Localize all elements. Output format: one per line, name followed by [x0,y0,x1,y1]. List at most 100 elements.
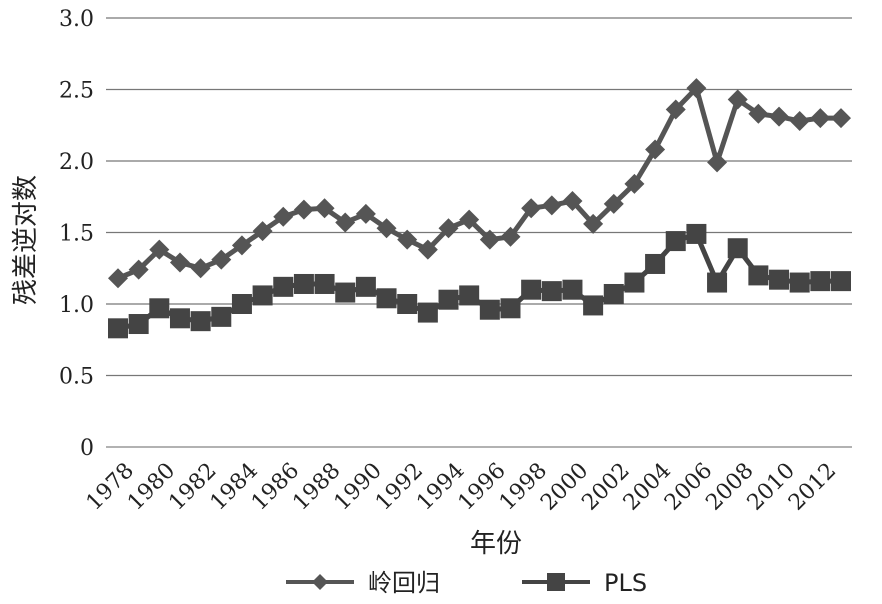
x-tick-label: 2004 [619,458,676,515]
x-tick-label: 1980 [123,458,180,515]
data-point-square [128,314,149,335]
data-point-square [355,276,376,297]
data-point-diamond [211,249,232,270]
x-tick-label: 2000 [536,458,593,515]
data-point-diamond [252,221,273,242]
data-point-diamond [355,203,376,224]
x-tick-label: 1982 [164,458,221,515]
legend-item-ridge: 岭回归 [286,569,440,597]
data-point-square [149,298,170,319]
data-point-square [707,272,728,293]
x-axis-label: 年份 [470,529,522,559]
x-tick-label: 2008 [701,458,758,515]
data-point-diamond [438,218,459,239]
data-point-square [459,285,480,306]
data-point-diamond [562,191,583,212]
data-point-diamond [293,199,314,220]
data-point-square [376,288,397,309]
x-tick-label: 2006 [660,458,717,515]
data-point-square [541,281,562,302]
data-point-square [665,231,686,252]
data-point-diamond [583,213,604,234]
data-point-diamond [727,89,748,110]
y-tick-labels: 0 0.5 1.0 1.5 2.0 2.5 3.0 [59,7,94,461]
data-point-square [231,294,252,314]
data-point-square [417,302,438,323]
data-point-square [583,295,604,316]
x-tick-label: 1988 [288,458,345,515]
data-point-square [335,282,356,303]
x-tick-label: 2002 [577,458,634,515]
x-tick-label: 1978 [82,458,139,515]
x-tick-label: 1990 [330,458,387,515]
y-tick-label: 0.5 [59,365,94,390]
data-point-square [789,272,810,293]
x-tick-labels: 1978198019821984198619881990199219941996… [82,458,842,515]
data-point-square [603,283,624,304]
data-point-diamond [479,229,500,250]
y-tick-label: 1.5 [59,222,94,247]
data-point-diamond [831,108,851,129]
data-point-diamond [314,198,335,219]
data-point-square [479,299,500,320]
data-point-diamond [397,229,418,250]
legend-marker-diamond [312,574,328,590]
data-point-diamond [149,239,170,260]
data-point-diamond [707,152,728,173]
legend-label-ridge: 岭回归 [368,569,440,597]
data-point-square [397,294,418,314]
y-tick-label: 2.5 [59,79,94,104]
data-point-diamond [789,110,810,131]
data-point-square [521,279,542,300]
data-point-square [211,306,232,327]
data-point-diamond [810,108,831,129]
data-point-square [500,298,521,319]
data-point-square [624,272,645,293]
legend-marker-square [547,573,565,591]
data-point-square [169,308,190,329]
x-tick-label: 1986 [247,458,304,515]
legend: 岭回归 PLS [286,569,647,597]
y-tick-label: 0 [80,436,94,461]
data-point-diamond [748,103,769,124]
data-point-square [748,265,769,286]
data-point-square [314,273,335,294]
data-point-square [645,253,666,274]
data-point-diamond [169,252,190,273]
data-point-diamond [665,99,686,120]
data-point-square [108,318,128,339]
x-tick-label: 1992 [371,458,428,515]
data-point-diamond [541,195,562,216]
x-tick-label: 2010 [743,458,800,515]
data-point-diamond [417,239,438,260]
data-point-diamond [521,198,542,219]
x-tick-label: 1984 [206,458,263,515]
y-tick-label: 1.0 [59,293,94,318]
data-point-diamond [376,218,397,239]
y-tick-label: 3.0 [59,7,94,32]
x-tick-label: 1996 [454,458,511,515]
data-point-diamond [231,235,252,256]
data-point-square [769,269,790,290]
data-point-diamond [686,78,707,99]
data-point-square [686,223,707,244]
data-point-square [438,289,459,310]
data-point-diamond [108,268,128,289]
legend-item-pls: PLS [522,569,647,597]
legend-label-pls: PLS [604,569,647,597]
data-point-diamond [128,259,149,280]
data-point-diamond [273,206,294,227]
data-point-diamond [335,212,356,233]
data-point-diamond [603,193,624,214]
data-point-square [831,271,851,292]
data-point-square [252,285,273,306]
data-point-diamond [500,226,521,247]
y-axis-label: 残差逆对数 [11,175,41,305]
data-point-square [810,271,831,292]
data-point-square [273,276,294,297]
y-tick-label: 2.0 [59,150,94,175]
x-tick-label: 2012 [784,458,841,515]
x-tick-label: 1998 [495,458,552,515]
data-point-diamond [190,258,211,279]
